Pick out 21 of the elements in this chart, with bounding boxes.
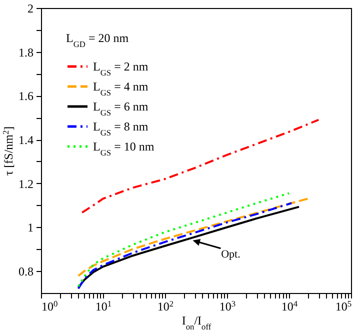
legend-title: L$_{GD}$ = 20 nm xyxy=(66,31,130,48)
x-tick-label: 10$^{4}$ xyxy=(281,299,298,314)
legend-label: L$_{GS}$ = 2 nm xyxy=(93,60,149,77)
x-tick-label: 10$^{2}$ xyxy=(157,299,174,314)
x-tick-label: 10$^{3}$ xyxy=(219,299,236,314)
y-tick-label: 2 xyxy=(28,2,34,16)
annotation: Opt. xyxy=(221,248,241,260)
y-tick-label: 1 xyxy=(28,220,34,235)
y-tick-label: 0.8 xyxy=(18,264,34,279)
legend-label: L$_{GS}$ = 10 nm xyxy=(93,140,155,157)
y-tick-label: 1.6 xyxy=(18,89,34,104)
legend-label: L$_{GS}$ = 8 nm xyxy=(93,120,149,137)
y-tick-label: 1.2 xyxy=(18,176,34,191)
legend-label: L$_{GS}$ = 4 nm xyxy=(93,80,149,97)
y-tick-label: 1.4 xyxy=(18,133,34,148)
x-tick-label: 10$^{5}$ xyxy=(335,299,352,314)
x-tick-label: 10$^{1}$ xyxy=(95,299,112,314)
legend-label: L$_{GS}$ = 6 nm xyxy=(93,100,149,117)
y-tick-label: 1.8 xyxy=(18,45,34,60)
x-axis-title: I$_{on}$/I$_{off}$ xyxy=(182,314,212,331)
x-tick-label: 10$^{0}$ xyxy=(42,299,58,314)
